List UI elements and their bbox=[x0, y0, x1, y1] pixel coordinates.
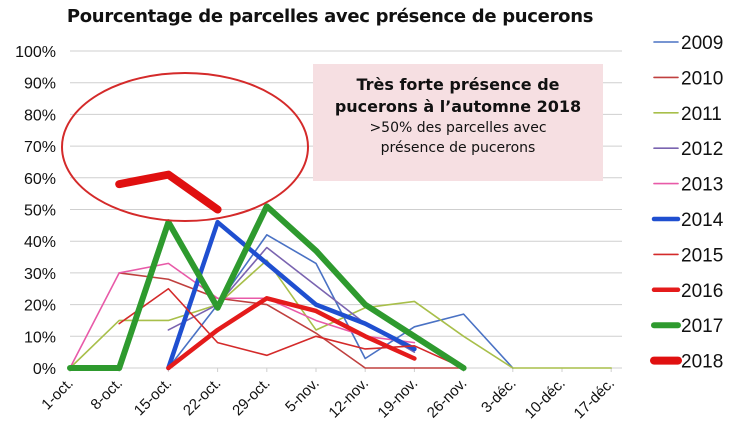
series-line-2011 bbox=[69, 259, 613, 369]
y-tick-label: 10% bbox=[24, 329, 56, 346]
y-tick-label: 90% bbox=[24, 76, 56, 93]
annotation-box: Très forte présence de pucerons à l’auto… bbox=[313, 64, 603, 181]
y-tick-label: 40% bbox=[24, 234, 56, 251]
legend-label-2012: 2012 bbox=[681, 139, 723, 160]
y-tick-label: 20% bbox=[24, 298, 56, 315]
legend-label-2010: 2010 bbox=[681, 68, 723, 89]
annotation-title-2: pucerons à l’automne 2018 bbox=[334, 97, 582, 116]
y-tick-label: 0% bbox=[33, 361, 56, 378]
x-tick-label: 12-nov. bbox=[325, 375, 372, 422]
series-line-2017 bbox=[67, 203, 467, 371]
legend-label-2018: 2018 bbox=[681, 352, 723, 373]
series-lines bbox=[67, 170, 613, 371]
x-axis-ticks: 1-oct. 8-oct. 15-oct. 22-oct. 29-oct. 5-nov. 1… bbox=[38, 368, 618, 422]
legend-label-2016: 2016 bbox=[681, 281, 723, 302]
x-tick-label: 22-oct. bbox=[180, 375, 224, 419]
x-tick-label: 29-oct. bbox=[229, 375, 273, 419]
series-line-2015 bbox=[118, 287, 465, 369]
series-line-2010 bbox=[118, 272, 465, 369]
y-tick-label: 30% bbox=[24, 266, 56, 283]
legend-label-2014: 2014 bbox=[681, 210, 724, 231]
legend-label-2011: 2011 bbox=[681, 104, 722, 125]
x-tick-label: 8-oct. bbox=[87, 375, 126, 414]
series-line-2018 bbox=[115, 170, 222, 214]
y-tick-label: 70% bbox=[24, 139, 56, 156]
legend-label-2017: 2017 bbox=[681, 316, 723, 337]
highlight-ellipse bbox=[61, 72, 309, 222]
y-tick-label: 80% bbox=[24, 107, 56, 124]
y-tick-label: 60% bbox=[24, 171, 56, 188]
x-tick-label: 5-nov. bbox=[282, 375, 323, 416]
y-tick-label: 50% bbox=[24, 203, 56, 220]
y-axis-ticks: 0% 10% 20% 30% 40% 50% 60% 70% 80% 90% 100% bbox=[15, 44, 56, 378]
series-line-2016 bbox=[166, 296, 417, 371]
x-tick-label: 1-oct. bbox=[38, 375, 77, 414]
annotation-title-1: Très forte présence de bbox=[356, 75, 560, 94]
series-line-2014 bbox=[166, 219, 417, 371]
x-tick-label: 26-nov. bbox=[424, 375, 471, 422]
x-tick-label: 3-déc. bbox=[478, 375, 520, 417]
legend-label-2009: 2009 bbox=[681, 33, 723, 54]
legend-label-2013: 2013 bbox=[681, 175, 723, 196]
chart-title: Pourcentage de parcelles avec présence d… bbox=[66, 6, 594, 27]
x-tick-label: 10-déc. bbox=[521, 375, 568, 422]
y-tick-label: 100% bbox=[15, 44, 56, 61]
annotation-body-2: présence de pucerons bbox=[380, 140, 536, 156]
x-tick-label: 17-déc. bbox=[571, 375, 618, 422]
legend-label-2015: 2015 bbox=[681, 245, 723, 266]
annotation-body-1: >50% des parcelles avec bbox=[369, 120, 547, 136]
x-tick-label: 19-nov. bbox=[375, 375, 422, 422]
legend: 2009 2010 2011 2012 2013 2014 2015 2016 2017 2018 bbox=[650, 33, 724, 373]
x-tick-label: 15-oct. bbox=[131, 375, 175, 419]
